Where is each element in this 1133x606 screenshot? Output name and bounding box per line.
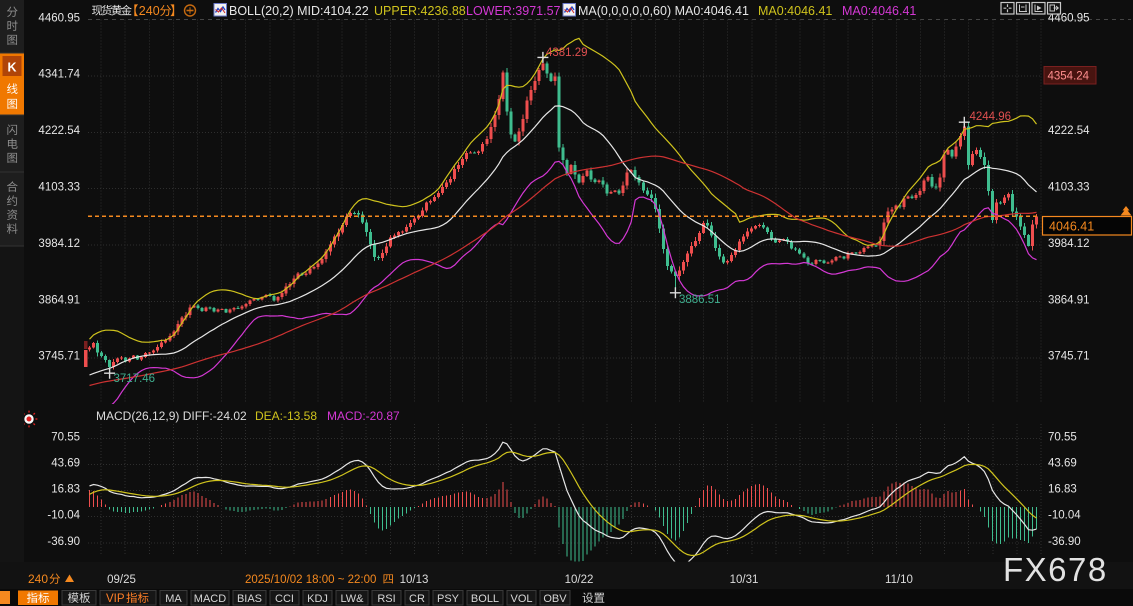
svg-text:16.83: 16.83 (51, 483, 80, 495)
svg-text:MA: MA (165, 593, 182, 605)
svg-text:3864.91: 3864.91 (1048, 294, 1090, 306)
svg-text:MA(0,0,0,0,0,60) MA0:4046.41: MA(0,0,0,0,0,60) MA0:4046.41 (578, 4, 749, 18)
svg-text:MACD: MACD (194, 593, 226, 605)
svg-text:4460.95: 4460.95 (1048, 12, 1090, 24)
svg-text:3864.91: 3864.91 (38, 294, 80, 306)
svg-text:VOL: VOL (510, 593, 532, 605)
svg-text:KDJ: KDJ (307, 593, 328, 605)
svg-text:43.69: 43.69 (1048, 457, 1077, 469)
svg-text:4222.54: 4222.54 (38, 125, 80, 137)
svg-text:3984.12: 3984.12 (38, 238, 80, 250)
svg-text:LOWER:3971.57: LOWER:3971.57 (466, 4, 561, 18)
svg-text:-36.90: -36.90 (47, 536, 80, 548)
svg-text:3886.51: 3886.51 (679, 294, 721, 306)
svg-text:BIAS: BIAS (237, 593, 262, 605)
svg-text:OBV: OBV (543, 593, 567, 605)
svg-text:4103.33: 4103.33 (38, 182, 80, 194)
svg-text:3745.71: 3745.71 (38, 351, 80, 363)
svg-text:RSI: RSI (377, 593, 395, 605)
svg-text:4354.24: 4354.24 (1048, 71, 1090, 83)
svg-text:VIP: VIP (106, 593, 125, 605)
svg-text:2025/10/02 18:00 ~ 22:00: 2025/10/02 18:00 ~ 22:00 (245, 574, 376, 586)
svg-text:3717.46: 3717.46 (114, 373, 156, 385)
svg-text:09/25: 09/25 (107, 574, 136, 586)
svg-text:FX678: FX678 (1003, 551, 1108, 588)
svg-text:4103.33: 4103.33 (1048, 182, 1090, 194)
svg-text:BOLL(20,2) MID:4104.22: BOLL(20,2) MID:4104.22 (229, 4, 369, 18)
svg-text:BOLL: BOLL (471, 593, 499, 605)
svg-text:CCI: CCI (275, 593, 294, 605)
svg-text:4381.29: 4381.29 (546, 47, 588, 59)
svg-text:11/10: 11/10 (885, 574, 913, 586)
svg-text:43.69: 43.69 (51, 457, 80, 469)
svg-text:-36.90: -36.90 (1048, 536, 1081, 548)
svg-text:10/13: 10/13 (400, 574, 429, 586)
svg-text:4244.96: 4244.96 (970, 111, 1012, 123)
svg-text:4460.95: 4460.95 (38, 12, 80, 24)
svg-text:MACD(26,12,9) DIFF:-24.02: MACD(26,12,9) DIFF:-24.02 (96, 409, 247, 423)
svg-text:LW&: LW& (340, 593, 364, 605)
svg-text:UPPER:4236.88: UPPER:4236.88 (374, 4, 466, 18)
svg-text:MA0:4046.41: MA0:4046.41 (758, 4, 832, 18)
svg-text:PSY: PSY (437, 593, 460, 605)
svg-text:-10.04: -10.04 (1048, 509, 1081, 521)
svg-text:10/22: 10/22 (565, 574, 594, 586)
svg-text:4046.41: 4046.41 (1049, 220, 1094, 234)
svg-text:240: 240 (28, 572, 48, 586)
svg-text:3984.12: 3984.12 (1048, 238, 1090, 250)
svg-text:70.55: 70.55 (51, 431, 80, 443)
svg-text:240: 240 (139, 4, 160, 18)
svg-text:4222.54: 4222.54 (1048, 125, 1090, 137)
svg-text:70.55: 70.55 (1048, 431, 1077, 443)
svg-text:4341.74: 4341.74 (38, 69, 80, 81)
svg-text:MACD:-20.87: MACD:-20.87 (327, 409, 400, 423)
svg-text:DEA:-13.58: DEA:-13.58 (255, 409, 317, 423)
svg-text:3745.71: 3745.71 (1048, 351, 1090, 363)
svg-text:16.83: 16.83 (1048, 483, 1077, 495)
svg-text:MA0:4046.41: MA0:4046.41 (842, 4, 916, 18)
svg-text:K: K (7, 61, 16, 75)
svg-text:-10.04: -10.04 (47, 509, 80, 521)
svg-text:10/31: 10/31 (730, 574, 759, 586)
svg-text:CR: CR (409, 593, 425, 605)
